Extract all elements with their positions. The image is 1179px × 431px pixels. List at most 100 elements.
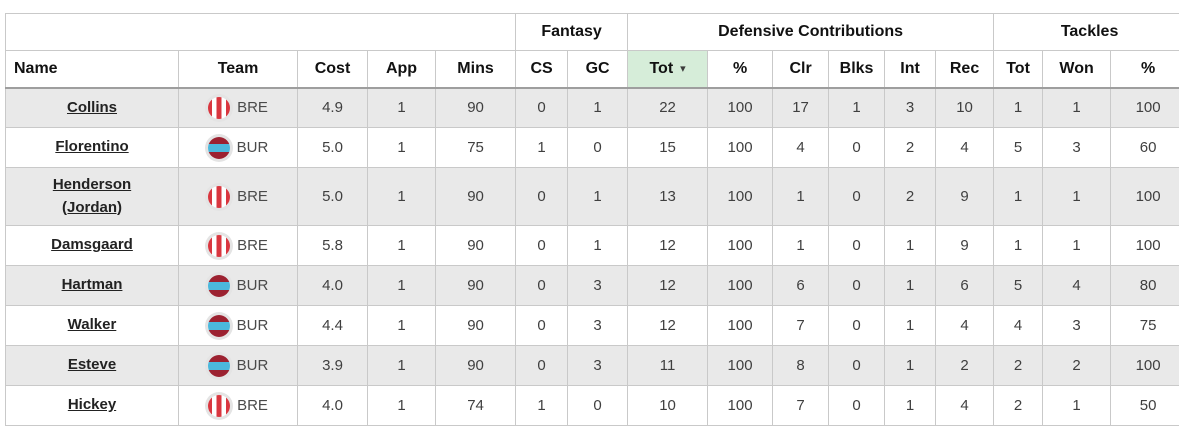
column-header-rec[interactable]: Rec — [935, 50, 995, 89]
cell-rec: 2 — [935, 345, 995, 386]
player-link[interactable]: Damsgaard — [51, 236, 133, 254]
cell-clr: 6 — [772, 265, 830, 306]
cell-t_won: 4 — [1042, 265, 1112, 306]
player-link[interactable]: Collins — [66, 98, 117, 116]
team-cell: BRE — [183, 394, 293, 417]
table-row: Hickey BRE 4.0 1 74 1 0 10 100 7 0 1 4 2 1 50 — [5, 385, 1179, 426]
column-header-name[interactable]: Name — [5, 50, 179, 89]
group-header-row: Fantasy Defensive Contributions Tackles — [4, 13, 1179, 51]
column-header-dc_pct[interactable]: % — [707, 50, 774, 89]
cell-t_tot: 4 — [993, 305, 1044, 346]
cell-clr: 1 — [772, 225, 830, 266]
cell-dc_pct: 100 — [707, 305, 774, 346]
cell-rec: 4 — [935, 385, 995, 426]
cell-blks: 0 — [828, 225, 886, 266]
cell-app: 1 — [367, 87, 436, 128]
column-header-label: Team — [217, 59, 259, 77]
team-badge-bre-icon — [208, 394, 231, 417]
player-link[interactable]: Esteve — [67, 356, 117, 374]
column-header-label: App — [385, 59, 418, 77]
cell-dc_pct: 100 — [707, 225, 774, 266]
column-header-int[interactable]: Int — [884, 50, 937, 89]
column-header-t_pct[interactable]: % — [1110, 50, 1179, 89]
column-header-dc_tot[interactable]: Tot ▾ — [627, 50, 709, 89]
cell-gc: 3 — [567, 305, 629, 346]
column-header-gc[interactable]: GC — [567, 50, 629, 89]
table-row: Henderson (Jordan) BRE 5.0 1 90 0 1 13 100 1 0 2 9 1 1 1… — [5, 167, 1179, 226]
team-abbr: BRE — [237, 99, 268, 117]
column-header-mins[interactable]: Mins — [434, 50, 517, 89]
cell-t_won: 1 — [1042, 87, 1112, 128]
player-stats-table: Fantasy Defensive Contributions Tackles Na… — [4, 13, 1179, 426]
cell-int: 1 — [884, 305, 937, 346]
column-header-cost[interactable]: Cost — [297, 50, 368, 89]
table-row: Esteve BUR 3.9 1 90 0 3 11 100 8 0 1 2 2 2 100 — [5, 345, 1179, 386]
cell-dc_pct: 100 — [707, 265, 774, 306]
cell-blks: 0 — [828, 265, 886, 306]
cell-t_pct: 50 — [1110, 385, 1179, 426]
cell-clr: 4 — [772, 127, 830, 168]
column-header-label: Tot — [649, 59, 674, 77]
cell-gc: 1 — [567, 87, 629, 128]
cell-team: BUR — [178, 127, 298, 168]
cell-dc_tot: 15 — [627, 127, 709, 168]
cell-t_pct: 100 — [1110, 167, 1179, 226]
player-link[interactable]: Hartman — [61, 276, 123, 294]
cell-cs: 0 — [515, 225, 569, 266]
cell-cost: 5.0 — [297, 127, 368, 168]
table-row: Florentino BUR 5.0 1 75 1 0 15 100 4 0 2 4 5 3 60 — [5, 127, 1179, 168]
team-badge-bur-icon — [207, 274, 230, 297]
cell-dc_tot: 13 — [627, 167, 709, 226]
player-link[interactable]: Florentino — [55, 138, 129, 156]
team-badge-bur-icon — [207, 314, 230, 337]
cell-app: 1 — [367, 127, 436, 168]
cell-dc_pct: 100 — [707, 167, 774, 226]
team-badge-bre-icon — [208, 96, 231, 119]
cell-team: BUR — [178, 345, 298, 386]
cell-name: Walker — [5, 305, 179, 346]
cell-mins: 90 — [434, 167, 517, 226]
column-header-cs[interactable]: CS — [515, 50, 569, 89]
player-link[interactable]: Henderson (Jordan) — [52, 176, 132, 216]
cell-blks: 0 — [828, 127, 886, 168]
column-header-clr[interactable]: Clr — [772, 50, 830, 89]
cell-app: 1 — [367, 385, 436, 426]
cell-team: BRE — [178, 225, 298, 266]
column-header-team[interactable]: Team — [178, 50, 298, 89]
cell-cost: 4.0 — [297, 265, 368, 306]
table-row: Damsgaard BRE 5.8 1 90 0 1 12 100 1 0 1 9 1 1 100 — [5, 225, 1179, 266]
cell-cost: 4.0 — [297, 385, 368, 426]
column-header-t_won[interactable]: Won — [1042, 50, 1112, 89]
cell-gc: 0 — [567, 127, 629, 168]
column-header-label: Cost — [314, 59, 351, 77]
group-header-fantasy: Fantasy — [515, 13, 629, 51]
cell-clr: 7 — [772, 385, 830, 426]
cell-mins: 90 — [434, 345, 517, 386]
cell-t_won: 3 — [1042, 127, 1112, 168]
cell-t_tot: 5 — [993, 127, 1044, 168]
cell-name: Florentino — [5, 127, 179, 168]
player-link[interactable]: Walker — [67, 316, 117, 334]
team-badge-bre-icon — [208, 234, 231, 257]
cell-app: 1 — [367, 305, 436, 346]
cell-t_pct: 75 — [1110, 305, 1179, 346]
cell-int: 1 — [884, 385, 937, 426]
cell-rec: 6 — [935, 265, 995, 306]
column-header-label: Tot — [1006, 59, 1030, 77]
column-header-app[interactable]: App — [367, 50, 436, 89]
team-abbr: BRE — [237, 188, 268, 205]
cell-dc_tot: 22 — [627, 87, 709, 128]
cell-t_tot: 1 — [993, 87, 1044, 128]
cell-blks: 0 — [828, 305, 886, 346]
table-row: Hartman BUR 4.0 1 90 0 3 12 100 6 0 1 6 5 4 80 — [5, 265, 1179, 306]
cell-gc: 0 — [567, 385, 629, 426]
table-row: Walker BUR 4.4 1 90 0 3 12 100 7 0 1 4 4 3 75 — [5, 305, 1179, 346]
cell-t_pct: 80 — [1110, 265, 1179, 306]
team-badge-bur-icon — [207, 354, 230, 377]
column-header-blks[interactable]: Blks — [828, 50, 886, 89]
player-link[interactable]: Hickey — [67, 396, 117, 414]
cell-cost: 4.4 — [297, 305, 368, 346]
cell-clr: 8 — [772, 345, 830, 386]
column-header-t_tot[interactable]: Tot — [993, 50, 1044, 89]
cell-dc_pct: 100 — [707, 87, 774, 128]
